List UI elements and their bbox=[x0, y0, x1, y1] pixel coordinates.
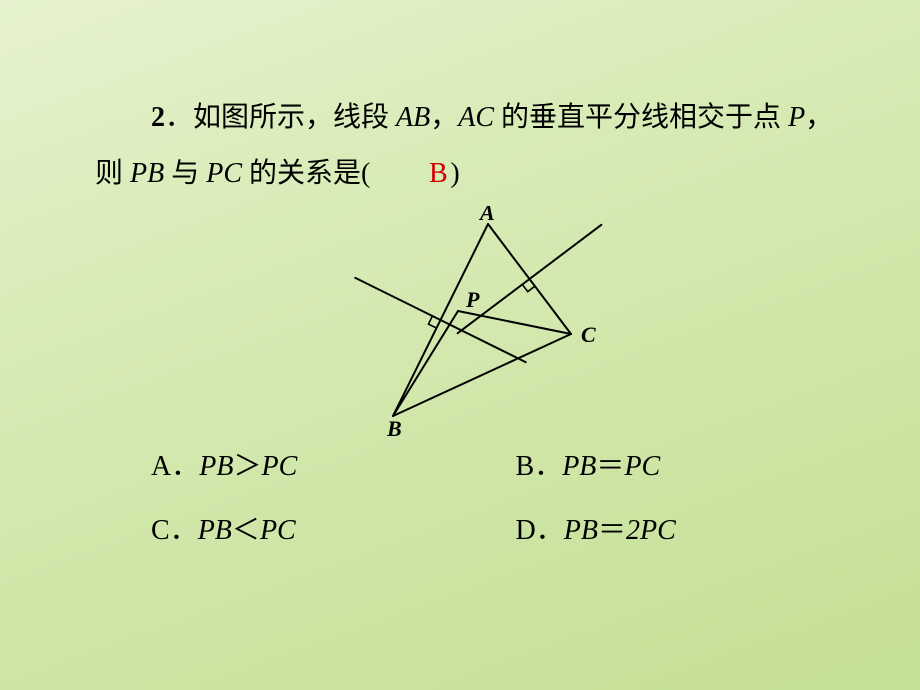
option-d-rhs: 2PC bbox=[626, 515, 676, 546]
svg-text:P: P bbox=[465, 287, 480, 312]
q-prefix: 如图所示，线段 bbox=[193, 102, 396, 133]
option-b-op: ＝ bbox=[596, 451, 624, 482]
option-c: C．PB＜PC bbox=[151, 508, 476, 548]
option-c-letter: C bbox=[151, 515, 170, 546]
option-d-dot: ． bbox=[536, 515, 564, 546]
option-d-op: ＝ bbox=[598, 515, 626, 546]
segment-ac: AC bbox=[458, 102, 494, 133]
q-and: 与 bbox=[164, 158, 206, 189]
option-c-op: ＜ bbox=[232, 515, 260, 546]
geometry-diagram: A B C P bbox=[323, 206, 613, 436]
answer-slot: B bbox=[370, 146, 450, 202]
option-c-dot: ． bbox=[170, 515, 198, 546]
q-close: ) bbox=[450, 158, 459, 189]
q-mid: 的垂直平分线相交于点 bbox=[494, 102, 788, 133]
option-b-rhs: PC bbox=[624, 451, 660, 482]
diagram-container: A B C P bbox=[95, 206, 840, 436]
q-tail: 的关系是( bbox=[242, 158, 370, 189]
question-number: 2 bbox=[151, 102, 165, 133]
rel-pc: PC bbox=[206, 158, 242, 189]
option-a-op: ＞ bbox=[233, 451, 261, 482]
option-a-rhs: PC bbox=[261, 451, 297, 482]
svg-text:C: C bbox=[581, 322, 596, 347]
option-b-lhs: PB bbox=[562, 451, 596, 482]
option-d-letter: D bbox=[516, 515, 536, 546]
question-paragraph: 2．如图所示，线段 AB，AC 的垂直平分线相交于点 P，则 PB 与 PC 的… bbox=[95, 90, 840, 202]
slide: 2．如图所示，线段 AB，AC 的垂直平分线相交于点 P，则 PB 与 PC 的… bbox=[0, 0, 920, 690]
option-c-lhs: PB bbox=[198, 515, 232, 546]
option-a: A．PB＞PC bbox=[151, 444, 476, 484]
point-p: P bbox=[788, 102, 805, 133]
option-a-letter: A bbox=[151, 451, 171, 482]
answer-letter: B bbox=[429, 158, 448, 189]
option-a-lhs: PB bbox=[199, 451, 233, 482]
question-number-dot: ． bbox=[165, 102, 193, 133]
segment-ab: AB bbox=[396, 102, 430, 133]
option-b-dot: ． bbox=[534, 451, 562, 482]
option-d-lhs: PB bbox=[564, 515, 598, 546]
option-d: D．PB＝2PC bbox=[516, 508, 841, 548]
option-c-rhs: PC bbox=[260, 515, 296, 546]
option-a-dot: ． bbox=[171, 451, 199, 482]
rel-pb: PB bbox=[130, 158, 164, 189]
q-comma1: ， bbox=[430, 102, 458, 133]
svg-text:B: B bbox=[386, 416, 402, 436]
options-grid: A．PB＞PC B．PB＝PC C．PB＜PC D．PB＝2PC bbox=[95, 444, 840, 548]
option-b-letter: B bbox=[516, 451, 535, 482]
svg-text:A: A bbox=[478, 206, 495, 225]
option-b: B．PB＝PC bbox=[516, 444, 841, 484]
